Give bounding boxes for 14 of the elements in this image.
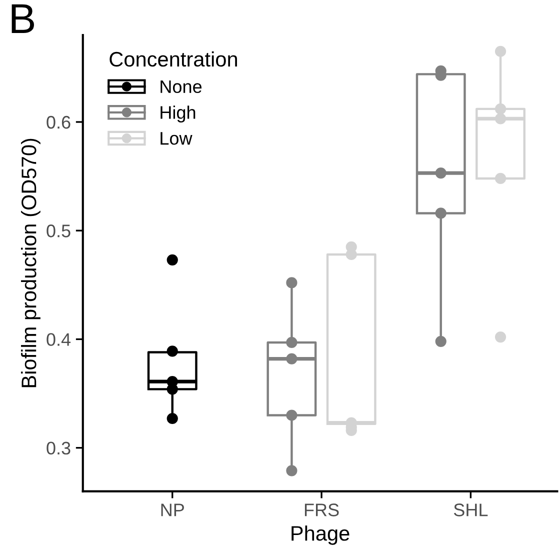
x-tick-label: FRS — [304, 504, 339, 516]
y-tick-label: 0.4 — [46, 333, 71, 346]
legend-label: Low — [160, 132, 192, 145]
x-tick-label: NP — [161, 504, 184, 516]
y-tick-label: 0.6 — [46, 116, 70, 129]
y-tick-label: 0.5 — [46, 224, 70, 238]
text: B — [12, 4, 34, 33]
y-tick-label: 0.3 — [46, 442, 70, 455]
y-axis-title: Biofilm production (OD570) — [21, 138, 40, 388]
legend-label: None — [160, 80, 202, 94]
x-tick-label: SHL — [454, 504, 488, 516]
legend-title: Concentration — [110, 51, 237, 67]
legend-label: High — [160, 106, 196, 122]
x-axis-title: Phage — [292, 525, 350, 545]
